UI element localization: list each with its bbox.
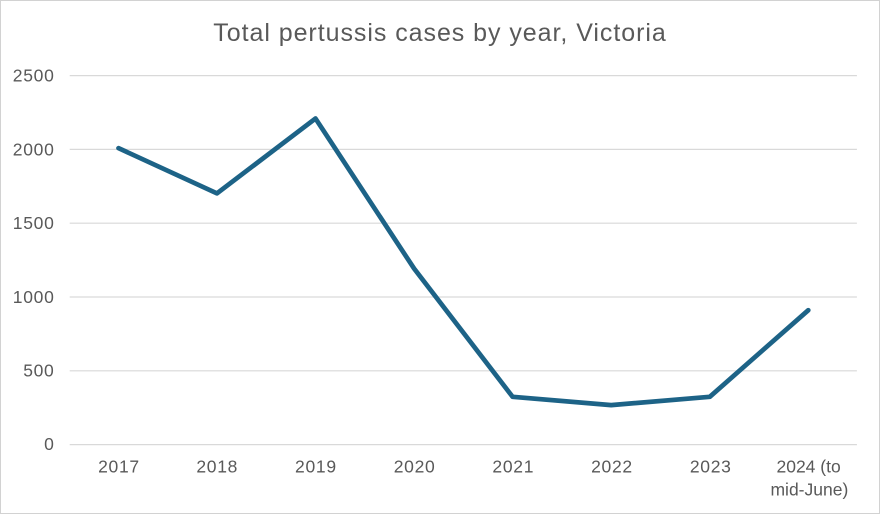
svg-text:1000: 1000 [13,287,55,307]
svg-text:Total pertussis cases by year,: Total pertussis cases by year, Victoria [213,19,666,47]
svg-text:500: 500 [23,360,54,380]
svg-text:0: 0 [44,434,54,454]
svg-text:2500: 2500 [13,66,55,86]
svg-text:mid-June): mid-June) [770,480,848,500]
svg-text:2000: 2000 [13,139,55,159]
svg-text:2020: 2020 [394,457,436,477]
svg-text:2022: 2022 [591,457,633,477]
svg-text:2023: 2023 [690,457,732,477]
svg-text:2018: 2018 [196,457,238,477]
svg-text:2024 (to: 2024 (to [776,457,840,477]
svg-text:2021: 2021 [492,457,534,477]
svg-text:1500: 1500 [13,213,55,233]
svg-text:2019: 2019 [295,457,337,477]
svg-text:2017: 2017 [98,457,140,477]
